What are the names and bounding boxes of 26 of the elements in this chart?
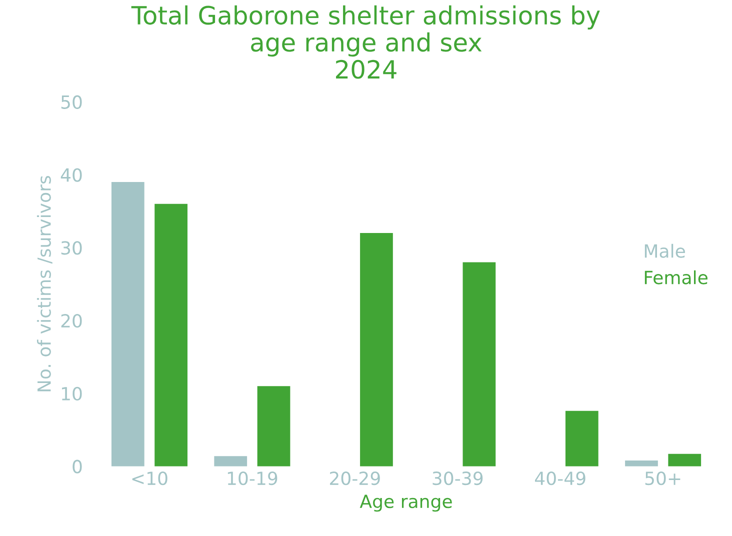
- y-axis-title: No. of victims /survivors: [36, 176, 52, 392]
- bar: [360, 233, 393, 466]
- bar: [668, 454, 702, 466]
- bar: [257, 386, 290, 466]
- bar: [462, 262, 496, 466]
- y-tick-label: 0: [72, 460, 82, 474]
- bar: [565, 410, 598, 466]
- bar: [214, 456, 248, 466]
- y-tick-label: 30: [61, 241, 82, 255]
- text: Male: [644, 244, 685, 258]
- y-tick-label: 20: [61, 314, 82, 328]
- bar: [154, 204, 188, 466]
- bar: [625, 460, 658, 466]
- bar: [111, 182, 144, 466]
- x-tick-label: 20-29: [330, 472, 380, 486]
- y-tick-label: 10: [62, 386, 82, 401]
- x-axis-title: Age range: [360, 494, 452, 512]
- y-tick-label: 50: [61, 95, 82, 109]
- x-tick-label: 30-39: [432, 472, 483, 486]
- text: Female: [644, 270, 708, 284]
- x-tick-label: <10: [132, 472, 168, 486]
- chart-title: Total Gaborone shelter admissions by age range and sex 2024: [131, 5, 600, 79]
- y-tick-label: 40: [60, 168, 82, 182]
- x-tick-label: 10-19: [228, 472, 278, 486]
- x-tick-label: 50+: [645, 472, 680, 486]
- x-tick-label: 40-49: [534, 472, 586, 486]
